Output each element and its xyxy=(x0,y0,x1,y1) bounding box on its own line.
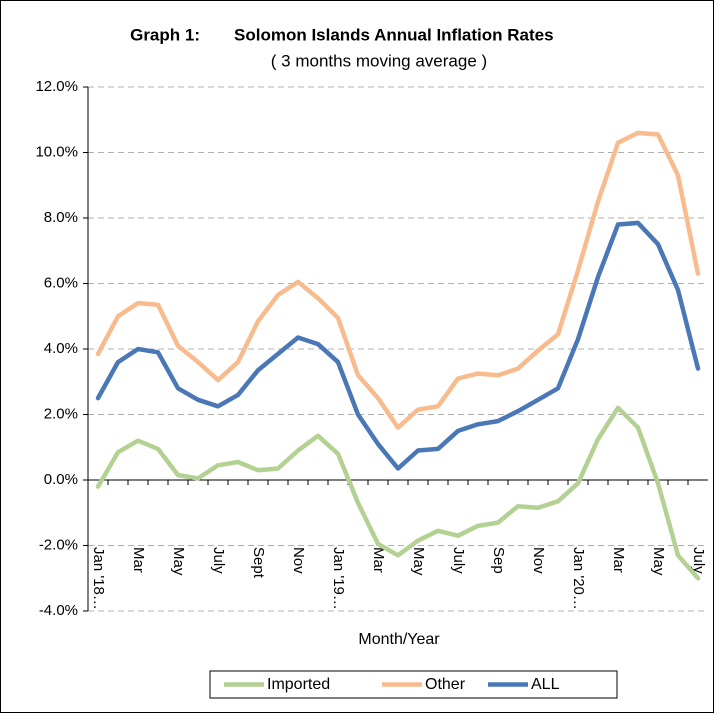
x-tick-label: Jan '19… xyxy=(330,547,347,610)
x-tick-label: Mar xyxy=(130,547,147,573)
y-tick-label: 6.0% xyxy=(44,274,78,291)
series-line xyxy=(95,130,701,430)
legend-label: ALL xyxy=(531,676,560,693)
y-tick-label: 8.0% xyxy=(44,209,78,226)
x-axis-label: Month/Year xyxy=(358,631,440,648)
series-line xyxy=(95,220,701,471)
x-tick-label: Nov xyxy=(530,547,547,574)
x-tick-label: July xyxy=(450,547,467,574)
x-tick-label: May xyxy=(410,547,427,576)
y-tick-label: 12.0% xyxy=(35,78,78,95)
x-tick-label: Mar xyxy=(610,547,627,573)
x-tick-label: Mar xyxy=(370,547,387,573)
y-tick-label: -2.0% xyxy=(39,536,78,553)
x-tick-label: May xyxy=(650,547,667,576)
legend-label: Imported xyxy=(267,676,330,693)
x-tick-label: Jan '20… xyxy=(570,547,587,610)
chart-title-main: Solomon Islands Annual Inflation Rates xyxy=(234,25,554,44)
y-tick-label: 4.0% xyxy=(44,340,78,357)
x-tick-label: May xyxy=(170,547,187,576)
x-tick-label: Sept xyxy=(250,547,267,579)
x-tick-label: Sep xyxy=(490,547,507,574)
series-line xyxy=(95,405,701,581)
y-tick-label: 0.0% xyxy=(44,471,78,488)
x-tick-label: Jan '18… xyxy=(90,547,107,610)
y-tick-label: 2.0% xyxy=(44,405,78,422)
subtitle: ( 3 months moving average ) xyxy=(271,51,487,70)
x-tick-label: Nov xyxy=(290,547,307,574)
y-tick-label: 10.0% xyxy=(35,143,78,160)
y-tick-label: -4.0% xyxy=(39,602,78,619)
x-tick-label: July xyxy=(210,547,227,574)
x-tick-label: July xyxy=(690,547,707,574)
chart-title: Graph 1: xyxy=(130,25,200,44)
legend-label: Other xyxy=(425,676,466,693)
